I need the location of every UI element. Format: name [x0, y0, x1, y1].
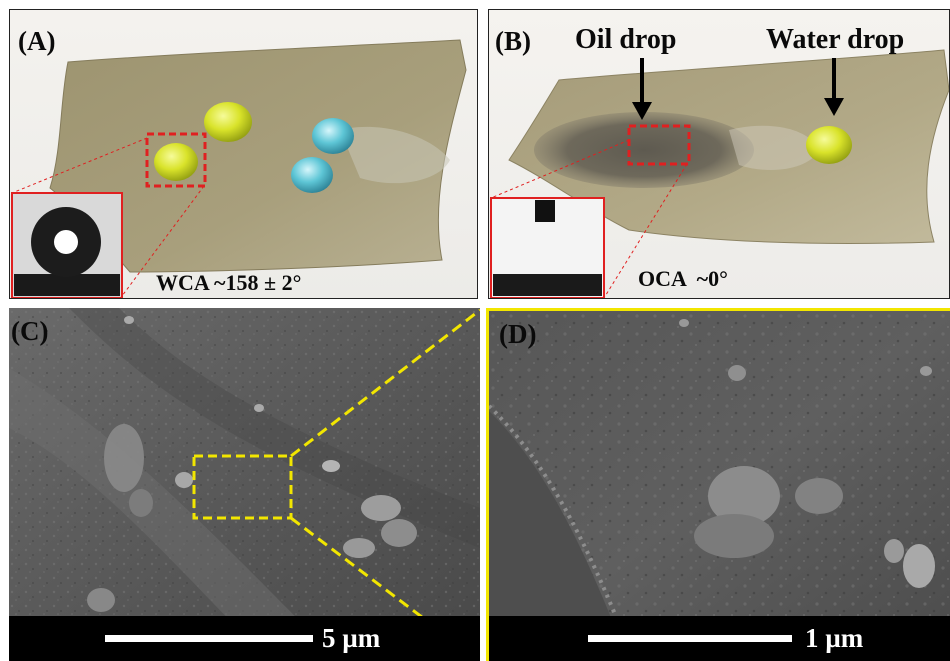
contact-angle-inset — [11, 192, 123, 298]
panel-label-a: (A) — [18, 26, 56, 56]
oil-drop-label: Oil drop — [575, 24, 677, 55]
zoom-box-red — [627, 124, 691, 166]
panel-label-c: (C) — [11, 316, 49, 346]
scale-bar — [105, 635, 313, 642]
scale-bar-label: 1 µm — [805, 623, 864, 653]
panel-label-b: (B) — [495, 26, 531, 56]
panel-a-photo — [10, 10, 477, 298]
fabric-sheet — [49, 39, 467, 273]
water-contact-angle-label: WCA ~158 ± 2° — [156, 270, 302, 295]
oil-contact-angle-label: OCA ~0° — [638, 266, 728, 291]
water-droplet — [204, 102, 252, 142]
oil-drop-arrow — [632, 58, 652, 120]
contact-angle-inset — [490, 197, 605, 298]
scale-bar-label: 5 µm — [322, 623, 381, 653]
panel-b: (B) Oil drop Water drop OCA ~0° — [488, 9, 950, 299]
water-droplet-blue — [291, 157, 333, 193]
zoom-box-yellow — [192, 454, 293, 520]
water-drop-label: Water drop — [766, 24, 905, 55]
panel-b-photo — [489, 10, 949, 298]
scale-bar — [588, 635, 792, 642]
oil-stain — [534, 112, 754, 188]
zoom-box-red — [145, 132, 207, 188]
sem-image-d — [489, 311, 950, 661]
water-droplet-blue — [312, 118, 354, 154]
water-drop-arrow — [824, 58, 844, 116]
panel-d: (D) 1 µm — [486, 308, 950, 661]
panel-c: (C) 5 µm — [9, 308, 480, 661]
sem-image-c — [9, 308, 480, 661]
water-droplet — [806, 126, 852, 164]
water-droplet — [154, 143, 198, 181]
panel-a: (A) WCA ~158 ± 2° — [9, 9, 478, 299]
panel-label-d: (D) — [499, 319, 537, 349]
